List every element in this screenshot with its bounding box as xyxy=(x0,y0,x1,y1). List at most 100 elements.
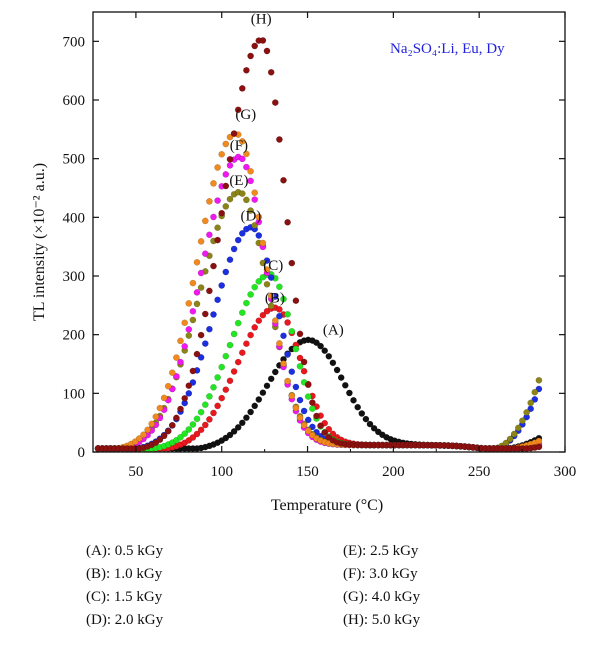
data-point xyxy=(189,307,197,315)
legend-item-f: (F): 3.0 kGy xyxy=(343,566,418,582)
data-point xyxy=(243,66,250,74)
data-point xyxy=(234,319,242,327)
y-axis-label: TL intensity (×10⁻² a.u.) xyxy=(31,163,48,321)
data-point xyxy=(280,332,287,340)
data-point xyxy=(535,437,543,445)
data-point xyxy=(197,331,205,339)
data-point xyxy=(197,269,205,277)
x-tick-label: 100 xyxy=(210,464,233,480)
data-point xyxy=(333,366,341,374)
data-point xyxy=(218,363,226,371)
data-point xyxy=(280,295,287,303)
data-point xyxy=(218,209,226,217)
data-point xyxy=(181,343,189,350)
data-point xyxy=(527,399,535,407)
data-point xyxy=(189,367,197,375)
data-point xyxy=(226,155,234,163)
data-point xyxy=(177,405,184,413)
x-tick-label: 250 xyxy=(468,464,491,480)
data-point xyxy=(222,268,230,276)
data-point xyxy=(193,258,201,266)
y-tick-label: 400 xyxy=(63,210,86,226)
data-points xyxy=(94,37,543,452)
data-point xyxy=(152,413,160,421)
data-point xyxy=(309,399,316,406)
data-point xyxy=(226,431,234,439)
data-point xyxy=(185,300,193,307)
data-point xyxy=(222,386,230,394)
data-point xyxy=(214,402,221,410)
data-point xyxy=(288,259,296,267)
y-tick-label: 500 xyxy=(63,152,86,168)
data-point xyxy=(506,435,514,443)
data-point xyxy=(358,410,366,417)
data-point xyxy=(280,360,287,367)
data-point xyxy=(296,354,304,362)
data-point xyxy=(247,52,254,60)
data-point xyxy=(181,319,189,327)
data-point xyxy=(222,140,230,148)
data-point xyxy=(243,150,250,158)
legend-item-d: (D): 2.0 kGy xyxy=(86,612,164,628)
data-point xyxy=(247,167,254,175)
data-point xyxy=(523,409,530,416)
data-point xyxy=(222,203,230,210)
data-point xyxy=(321,429,329,436)
data-point xyxy=(185,426,193,433)
curve-label-c: (C) xyxy=(263,258,283,274)
data-point xyxy=(296,414,304,422)
plot-frame xyxy=(92,11,566,453)
data-point xyxy=(276,136,283,143)
data-point xyxy=(234,106,242,114)
data-point xyxy=(185,390,193,397)
data-point xyxy=(263,266,271,273)
data-point xyxy=(300,407,308,415)
data-point xyxy=(210,213,217,221)
data-point xyxy=(292,345,300,353)
data-point xyxy=(197,238,205,245)
data-point xyxy=(284,377,291,385)
data-point xyxy=(313,412,320,420)
data-point xyxy=(251,196,259,203)
axes xyxy=(92,11,566,453)
data-point xyxy=(259,37,267,44)
data-point xyxy=(247,331,254,339)
data-point xyxy=(160,432,168,440)
data-point xyxy=(288,368,296,376)
data-point xyxy=(210,180,217,187)
data-point xyxy=(234,424,242,431)
data-point xyxy=(177,358,184,366)
data-point xyxy=(144,426,151,434)
data-point xyxy=(276,306,283,313)
data-point xyxy=(238,190,246,197)
curve-label-g: (G) xyxy=(235,107,256,123)
data-point xyxy=(226,341,234,349)
data-point xyxy=(168,369,176,377)
data-point xyxy=(230,330,238,338)
legend-item-g: (G): 4.0 kGy xyxy=(343,589,421,605)
tick-labels: 50 100 150 200 250 300 0 100 200 300 400 500 600 700 xyxy=(63,12,576,480)
data-point xyxy=(329,359,337,367)
data-point xyxy=(267,68,275,76)
data-point xyxy=(218,150,226,158)
data-point xyxy=(247,408,254,416)
data-point xyxy=(201,421,209,429)
data-point xyxy=(238,349,246,357)
data-point xyxy=(341,381,349,389)
data-point xyxy=(156,436,164,444)
data-point xyxy=(263,47,271,55)
data-point xyxy=(284,319,291,326)
data-point xyxy=(189,279,197,287)
data-point xyxy=(519,417,526,425)
data-point xyxy=(255,213,263,221)
data-point xyxy=(238,155,246,163)
data-point xyxy=(206,198,213,205)
data-point xyxy=(218,282,226,289)
data-point xyxy=(238,138,246,145)
data-point xyxy=(296,362,304,370)
x-tick-label: 150 xyxy=(296,464,319,480)
data-point xyxy=(247,291,254,298)
data-point xyxy=(531,396,539,403)
data-point xyxy=(193,415,201,423)
y-tick-label: 200 xyxy=(63,328,86,344)
